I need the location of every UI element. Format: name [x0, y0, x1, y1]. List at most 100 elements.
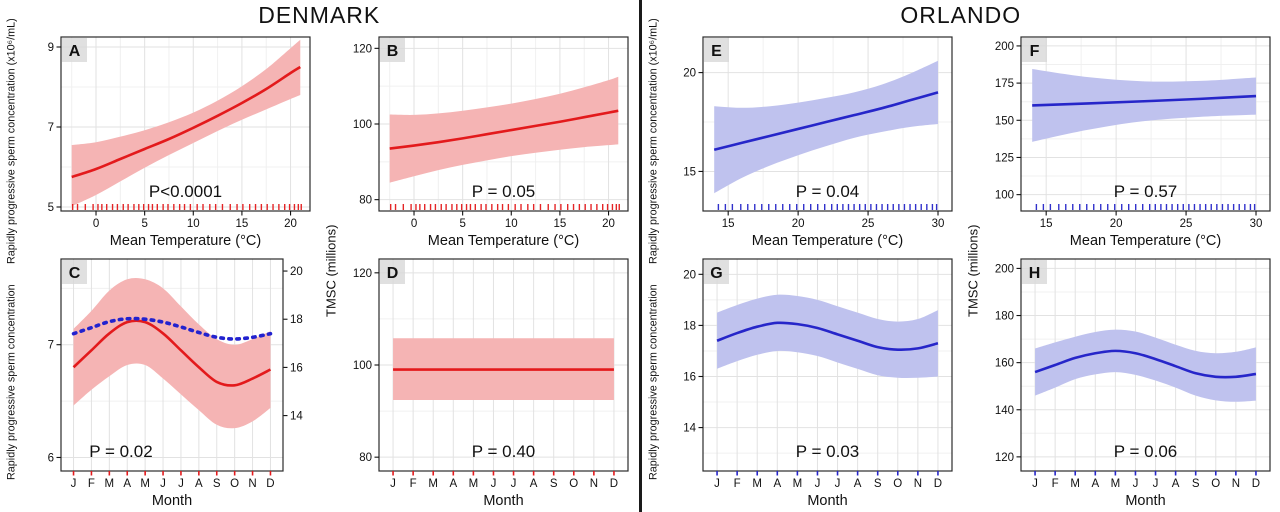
- svg-text:D: D: [610, 478, 618, 490]
- svg-text:Month: Month: [152, 493, 192, 509]
- svg-text:B: B: [387, 43, 399, 60]
- svg-text:175: 175: [995, 78, 1014, 90]
- svg-text:J: J: [1132, 478, 1138, 490]
- svg-text:14: 14: [683, 423, 696, 435]
- svg-text:M: M: [105, 478, 115, 490]
- svg-text:P<0.0001: P<0.0001: [149, 182, 222, 201]
- svg-text:20: 20: [290, 266, 303, 278]
- svg-text:M: M: [429, 478, 439, 490]
- svg-text:P = 0.02: P = 0.02: [89, 442, 153, 461]
- svg-text:F: F: [1051, 478, 1058, 490]
- svg-text:J: J: [390, 478, 396, 490]
- svg-text:25: 25: [861, 218, 874, 230]
- svg-text:S: S: [213, 478, 221, 490]
- svg-text:O: O: [1211, 478, 1220, 490]
- panel-H: J F M A M J J A S O N D 120 140 160 180 200 H P = 0.06 Mont…: [984, 252, 1280, 512]
- svg-text:150: 150: [995, 115, 1014, 127]
- svg-text:N: N: [248, 478, 256, 490]
- ylabel-denmark-tmsc: TMSC (millions): [323, 224, 339, 318]
- svg-text:F: F: [410, 478, 417, 490]
- svg-text:20: 20: [683, 68, 696, 80]
- svg-text:D: D: [266, 478, 274, 490]
- svg-text:F: F: [88, 478, 95, 490]
- svg-text:M: M: [140, 478, 150, 490]
- svg-text:D: D: [1252, 478, 1260, 490]
- svg-text:120: 120: [353, 43, 372, 55]
- svg-text:M: M: [1110, 478, 1120, 490]
- svg-text:O: O: [230, 478, 239, 490]
- svg-text:A: A: [853, 478, 861, 490]
- panel-F: 15 20 25 30 100 125 150 175 200 F P = 0.57 Mean Tem…: [984, 30, 1280, 252]
- section-divider: [638, 0, 642, 512]
- svg-text:16: 16: [683, 371, 696, 383]
- svg-text:J: J: [834, 478, 840, 490]
- panel-E: 15 20 25 30 15 20 E P = 0.04 Mean Temperature (°…: [666, 30, 962, 252]
- svg-text:A: A: [773, 478, 781, 490]
- svg-text:S: S: [550, 478, 558, 490]
- svg-text:D: D: [933, 478, 941, 490]
- denmark-section: DENMARK Rapidly progressive sperm concen…: [0, 0, 639, 512]
- panel-F-chart: 15 20 25 30 100 125 150 175 200 F P = 0.57 Mean Tem…: [995, 36, 1271, 249]
- svg-text:100: 100: [995, 190, 1014, 202]
- panel-G: J F M A M J J A S O N D 14 16 18 20 G P = 0.03 Month: [666, 252, 962, 512]
- svg-text:18: 18: [683, 320, 696, 332]
- svg-text:25: 25: [1179, 218, 1192, 230]
- svg-text:Month: Month: [484, 493, 524, 509]
- svg-text:J: J: [178, 478, 184, 490]
- ylabel-orlando-tmsc: TMSC (millions): [965, 224, 981, 318]
- svg-text:180: 180: [995, 311, 1014, 323]
- svg-text:M: M: [469, 478, 479, 490]
- svg-text:0: 0: [93, 218, 99, 230]
- svg-text:A: A: [69, 43, 81, 60]
- panel-B: 0 5 10 15 20 80 100 120 B P = 0.05 Mean Temperatur…: [342, 30, 638, 252]
- svg-text:N: N: [913, 478, 921, 490]
- svg-text:P = 0.03: P = 0.03: [795, 442, 859, 461]
- svg-text:20: 20: [683, 269, 696, 281]
- svg-text:J: J: [71, 478, 77, 490]
- svg-text:A: A: [530, 478, 538, 490]
- svg-text:M: M: [752, 478, 762, 490]
- svg-text:100: 100: [353, 119, 372, 131]
- svg-text:A: A: [195, 478, 203, 490]
- svg-text:J: J: [1032, 478, 1038, 490]
- panel-C: 14 16 18 20 J F M A M J J A S O N D 6 7 C P = 0.02 Month: [24, 252, 320, 512]
- svg-text:E: E: [711, 43, 722, 60]
- ylabel-denmark-bottom: Rapidly progressive sperm concentration: [5, 284, 18, 480]
- svg-text:O: O: [893, 478, 902, 490]
- orlando-section: ORLANDO Rapidly progressive sperm concen…: [642, 0, 1280, 512]
- svg-text:5: 5: [460, 218, 466, 230]
- svg-text:C: C: [69, 265, 81, 282]
- svg-text:100: 100: [353, 360, 372, 372]
- svg-text:18: 18: [290, 314, 303, 326]
- svg-text:P = 0.05: P = 0.05: [472, 182, 536, 201]
- svg-text:20: 20: [791, 218, 804, 230]
- svg-text:A: A: [450, 478, 458, 490]
- svg-text:J: J: [1152, 478, 1158, 490]
- svg-text:N: N: [590, 478, 598, 490]
- svg-text:Month: Month: [807, 493, 847, 509]
- svg-text:20: 20: [284, 218, 297, 230]
- svg-text:J: J: [511, 478, 517, 490]
- panel-B-chart: 0 5 10 15 20 80 100 120 B P = 0.05 Mean Temperatur…: [353, 36, 629, 249]
- orlando-title: ORLANDO: [900, 1, 1022, 28]
- svg-text:O: O: [570, 478, 579, 490]
- svg-text:200: 200: [995, 263, 1014, 275]
- svg-text:Mean Temperature (°C): Mean Temperature (°C): [751, 233, 902, 249]
- svg-text:15: 15: [554, 218, 567, 230]
- svg-text:N: N: [1231, 478, 1239, 490]
- svg-text:Mean Temperature (°C): Mean Temperature (°C): [110, 233, 261, 249]
- svg-text:160: 160: [995, 358, 1014, 370]
- svg-text:30: 30: [931, 218, 944, 230]
- svg-text:P = 0.40: P = 0.40: [472, 442, 536, 461]
- svg-text:P = 0.06: P = 0.06: [1114, 442, 1178, 461]
- ylabel-orlando-top: Rapidly progressive sperm concentration …: [647, 18, 660, 264]
- svg-text:A: A: [1172, 478, 1180, 490]
- svg-text:Mean Temperature (°C): Mean Temperature (°C): [428, 233, 579, 249]
- svg-text:15: 15: [683, 166, 696, 178]
- svg-text:J: J: [160, 478, 166, 490]
